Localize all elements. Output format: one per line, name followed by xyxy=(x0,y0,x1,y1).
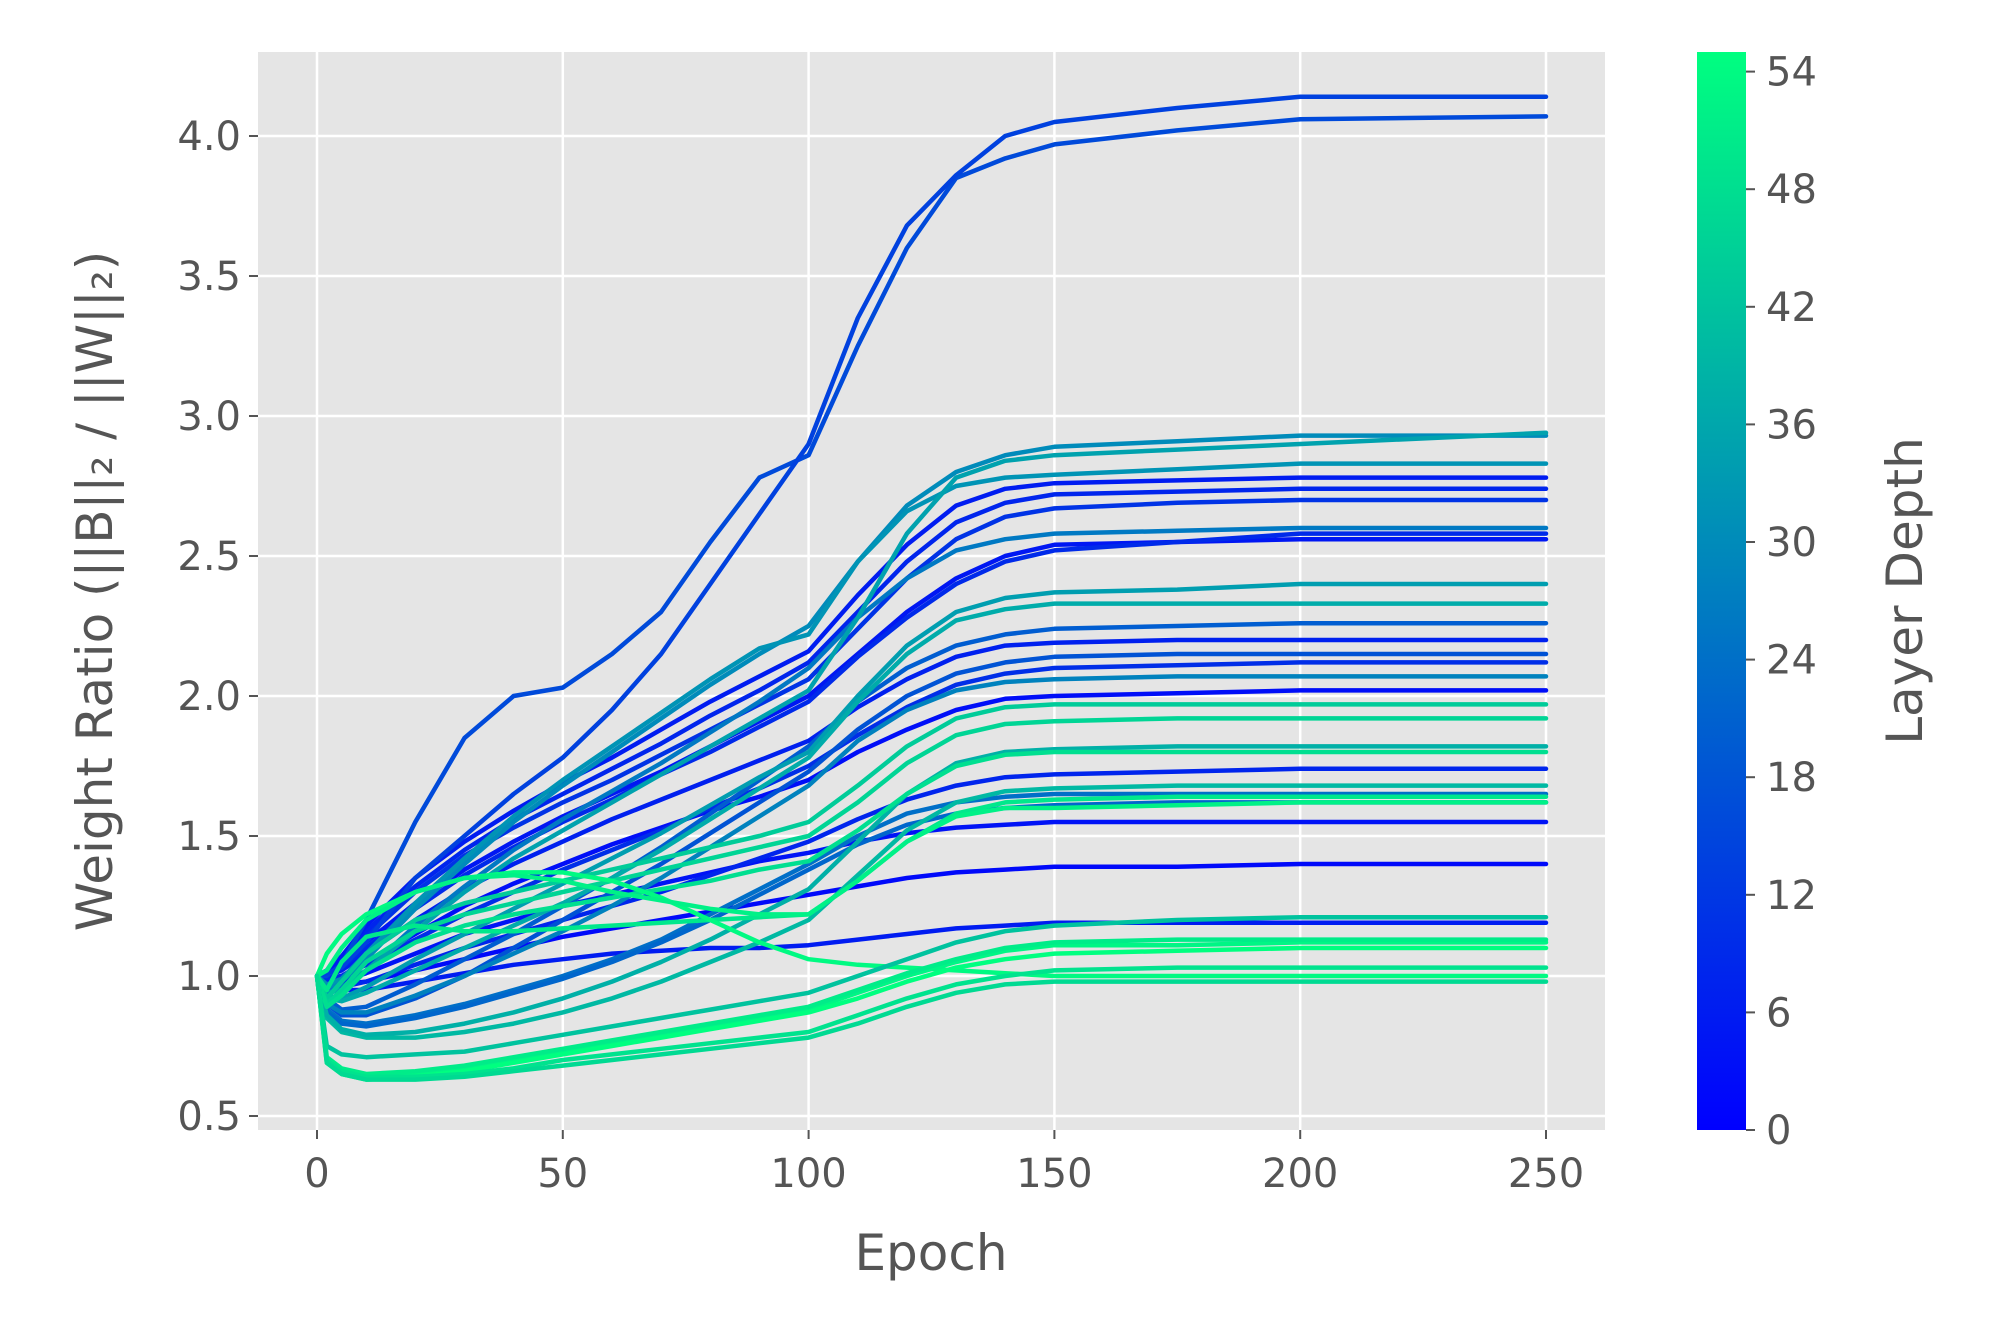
y-tick-label: 3.0 xyxy=(177,394,241,440)
x-tick-label: 100 xyxy=(770,1151,846,1197)
colorbar-tick-label: 42 xyxy=(1766,285,1817,331)
series-line xyxy=(314,819,1549,984)
y-tick-label: 2.5 xyxy=(177,534,241,580)
series-line xyxy=(314,914,1549,1060)
series-line xyxy=(314,651,1549,1018)
y-tick-label: 2.0 xyxy=(177,674,241,720)
x-tick-label: 50 xyxy=(537,1151,588,1197)
x-tick-label: 250 xyxy=(1508,1151,1584,1197)
colorbar-tick-label: 24 xyxy=(1766,638,1817,684)
series-line xyxy=(314,973,1549,1082)
y-tick-label: 0.5 xyxy=(177,1094,241,1140)
colorbar-tick-label: 0 xyxy=(1766,1108,1791,1154)
series-line xyxy=(314,744,1549,1038)
series-line xyxy=(314,800,1549,979)
series-line xyxy=(314,620,1549,1012)
y-tick-label: 1.0 xyxy=(177,954,241,1000)
series-line xyxy=(314,94,1549,979)
series-line xyxy=(314,486,1549,979)
colorbar-tick-label: 30 xyxy=(1766,520,1817,566)
y-tick-label: 1.5 xyxy=(177,814,241,860)
series-line xyxy=(314,965,1549,1080)
series-line xyxy=(314,114,1549,979)
colorbar-tick-label: 48 xyxy=(1766,167,1817,213)
colorbar-tick-label: 36 xyxy=(1766,402,1817,448)
x-axis-ticks: 0 50 100 150 200 250 xyxy=(304,1130,1584,1197)
x-tick-label: 150 xyxy=(1016,1151,1092,1197)
x-tick-label: 0 xyxy=(304,1151,329,1197)
colorbar-label: Layer Depth xyxy=(1876,437,1934,745)
series-lines xyxy=(314,94,1549,1082)
series-line xyxy=(314,702,1549,1001)
y-axis-label: Weight Ratio (||B||₂ / ||W||₂) xyxy=(66,251,124,932)
series-line xyxy=(314,581,1549,1001)
series-line xyxy=(314,937,1549,1077)
y-axis-ticks: 0.5 1.0 1.5 2.0 2.5 3.0 3.5 4.0 xyxy=(177,114,258,1140)
x-axis-label: Epoch xyxy=(854,1224,1007,1282)
colorbar-ticks: 0 6 12 18 24 30 36 42 48 54 xyxy=(1746,50,1817,1154)
series-line xyxy=(314,601,1549,1004)
series-line xyxy=(314,461,1549,987)
y-tick-label: 3.5 xyxy=(177,254,241,300)
colorbar-tick-label: 12 xyxy=(1766,873,1817,919)
colorbar xyxy=(1697,52,1746,1130)
colorbar-tick-label: 6 xyxy=(1766,990,1791,1036)
colorbar-tick-label: 18 xyxy=(1766,755,1817,801)
colorbar-tick-label: 54 xyxy=(1766,50,1817,96)
series-line xyxy=(314,870,1549,979)
series-line xyxy=(314,783,1549,1040)
x-tick-label: 200 xyxy=(1262,1151,1338,1197)
y-tick-label: 4.0 xyxy=(177,114,241,160)
series-line xyxy=(314,749,1549,1010)
series-line xyxy=(314,716,1549,1007)
series-line xyxy=(314,430,1549,996)
series-line xyxy=(314,791,1549,1026)
